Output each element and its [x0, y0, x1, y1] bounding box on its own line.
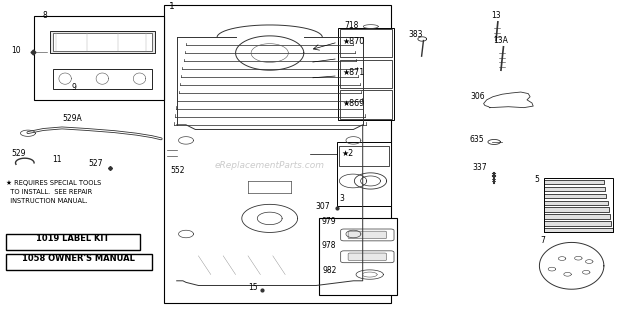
- Text: 527: 527: [89, 159, 103, 168]
- Bar: [53, 33, 152, 51]
- Bar: [544, 180, 604, 184]
- Text: 337: 337: [472, 163, 487, 172]
- Polygon shape: [539, 242, 604, 289]
- Bar: [544, 221, 611, 226]
- Text: ★871: ★871: [343, 68, 365, 77]
- Bar: [338, 28, 394, 120]
- Text: 307: 307: [315, 202, 330, 211]
- Text: 9: 9: [71, 83, 76, 92]
- Text: ★ REQUIRES SPECIAL TOOLS: ★ REQUIRES SPECIAL TOOLS: [6, 180, 102, 186]
- Text: 529A: 529A: [62, 114, 82, 123]
- Text: 1019 LABEL KIT: 1019 LABEL KIT: [36, 234, 109, 243]
- Text: 383: 383: [408, 30, 422, 39]
- Text: 7: 7: [541, 236, 546, 245]
- Text: 306: 306: [470, 92, 485, 101]
- Bar: [6, 234, 140, 250]
- Bar: [164, 5, 391, 303]
- Text: 5: 5: [534, 175, 539, 184]
- Bar: [544, 201, 608, 205]
- Bar: [6, 254, 152, 270]
- Bar: [544, 178, 613, 232]
- Polygon shape: [484, 92, 533, 108]
- Bar: [319, 218, 397, 295]
- Text: ★2: ★2: [341, 149, 353, 158]
- Bar: [340, 90, 392, 119]
- Bar: [337, 142, 391, 206]
- Bar: [544, 228, 613, 232]
- FancyBboxPatch shape: [341, 251, 394, 263]
- Bar: [544, 187, 605, 191]
- Bar: [53, 69, 152, 89]
- FancyBboxPatch shape: [341, 229, 394, 241]
- Bar: [544, 207, 609, 212]
- Bar: [544, 214, 610, 219]
- Text: 1058 OWNER'S MANUAL: 1058 OWNER'S MANUAL: [22, 254, 135, 263]
- Text: INSTRUCTION MANUAL.: INSTRUCTION MANUAL.: [6, 198, 88, 204]
- Text: 8: 8: [42, 11, 47, 20]
- Text: ★870: ★870: [343, 37, 365, 46]
- Bar: [50, 31, 155, 53]
- FancyBboxPatch shape: [348, 253, 387, 261]
- Text: 982: 982: [322, 266, 337, 275]
- Bar: [34, 16, 164, 100]
- Bar: [340, 29, 392, 57]
- Text: 552: 552: [170, 166, 185, 175]
- Bar: [339, 146, 389, 166]
- Text: 10: 10: [11, 46, 21, 55]
- Text: TO INSTALL.  SEE REPAIR: TO INSTALL. SEE REPAIR: [6, 189, 92, 195]
- Bar: [544, 194, 606, 198]
- Text: 13A: 13A: [493, 36, 508, 45]
- Text: 11: 11: [53, 155, 62, 164]
- Text: ★869: ★869: [343, 99, 365, 108]
- Text: 635: 635: [470, 134, 485, 144]
- Text: 979: 979: [321, 217, 336, 226]
- FancyBboxPatch shape: [348, 231, 387, 239]
- Text: 15: 15: [248, 283, 258, 292]
- Text: 978: 978: [321, 241, 335, 250]
- Bar: [340, 60, 392, 88]
- Text: 13: 13: [491, 11, 501, 20]
- Text: 3: 3: [340, 194, 345, 203]
- Text: eReplacementParts.com: eReplacementParts.com: [215, 161, 325, 170]
- Text: 718: 718: [344, 21, 358, 30]
- Text: 1: 1: [169, 2, 174, 11]
- Text: 529: 529: [11, 149, 25, 158]
